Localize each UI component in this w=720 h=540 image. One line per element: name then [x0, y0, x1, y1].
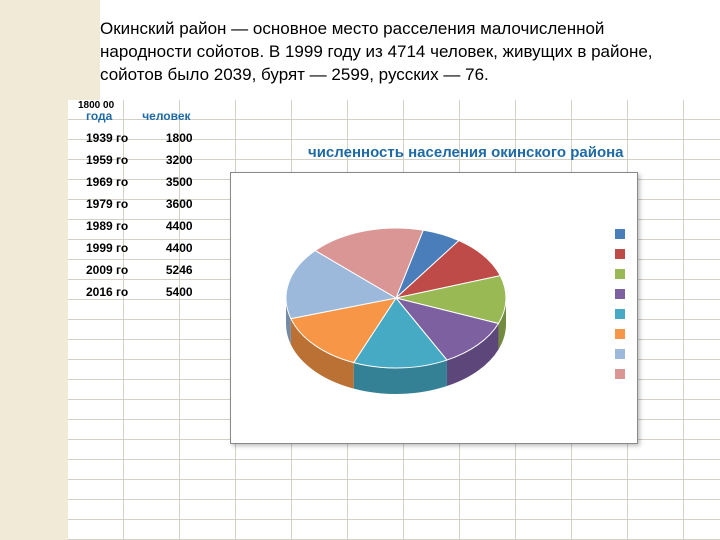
table-row: 2016 го5400	[80, 282, 197, 302]
legend-swatch	[615, 369, 625, 379]
pie-chart	[271, 203, 521, 413]
cell-value: 5246	[136, 260, 196, 280]
legend-swatch	[615, 269, 625, 279]
cell-year: 1939 го	[80, 128, 134, 148]
header-year: года	[80, 106, 134, 126]
legend-item	[615, 369, 625, 379]
cell-year: 1969 го	[80, 172, 134, 192]
table-row: 1989 го4400	[80, 216, 197, 236]
cell-year: 2016 го	[80, 282, 134, 302]
legend-item	[615, 329, 625, 339]
legend-swatch	[615, 309, 625, 319]
cell-value: 3200	[136, 150, 196, 170]
table-row: 2009 го5246	[80, 260, 197, 280]
legend-swatch	[615, 289, 625, 299]
cell-value: 4400	[136, 216, 196, 236]
spreadsheet-area: 1800 00 года человек 1939 го18001959 го3…	[68, 100, 720, 540]
pie-chart-container	[230, 172, 638, 444]
frame-top	[0, 0, 100, 100]
cell-value: 4400	[136, 238, 196, 258]
header-count: человек	[136, 106, 196, 126]
legend-item	[615, 309, 625, 319]
legend-swatch	[615, 249, 625, 259]
cell-value: 1800	[136, 128, 196, 148]
table-header-row: года человек	[80, 106, 197, 126]
cell-year: 1999 го	[80, 238, 134, 258]
legend-swatch	[615, 229, 625, 239]
cell-value: 3500	[136, 172, 196, 192]
description-paragraph: Окинский район — основное место расселен…	[100, 18, 660, 87]
population-table: года человек 1939 го18001959 го32001969 …	[78, 104, 199, 304]
chart-legend	[615, 229, 625, 379]
cell-value: 5400	[136, 282, 196, 302]
legend-item	[615, 349, 625, 359]
legend-item	[615, 269, 625, 279]
frame-left	[0, 100, 68, 540]
chart-title: численность населения окинского района	[308, 144, 624, 161]
legend-swatch	[615, 349, 625, 359]
cell-year: 1959 го	[80, 150, 134, 170]
table-row: 1999 го4400	[80, 238, 197, 258]
cell-year: 1979 го	[80, 194, 134, 214]
table-row: 1959 го3200	[80, 150, 197, 170]
cell-year: 2009 го	[80, 260, 134, 280]
table-row: 1939 го1800	[80, 128, 197, 148]
cell-year: 1989 го	[80, 216, 134, 236]
cell-value: 3600	[136, 194, 196, 214]
legend-item	[615, 249, 625, 259]
table-row: 1969 го3500	[80, 172, 197, 192]
table-row: 1979 го3600	[80, 194, 197, 214]
legend-item	[615, 229, 625, 239]
legend-swatch	[615, 329, 625, 339]
legend-item	[615, 289, 625, 299]
